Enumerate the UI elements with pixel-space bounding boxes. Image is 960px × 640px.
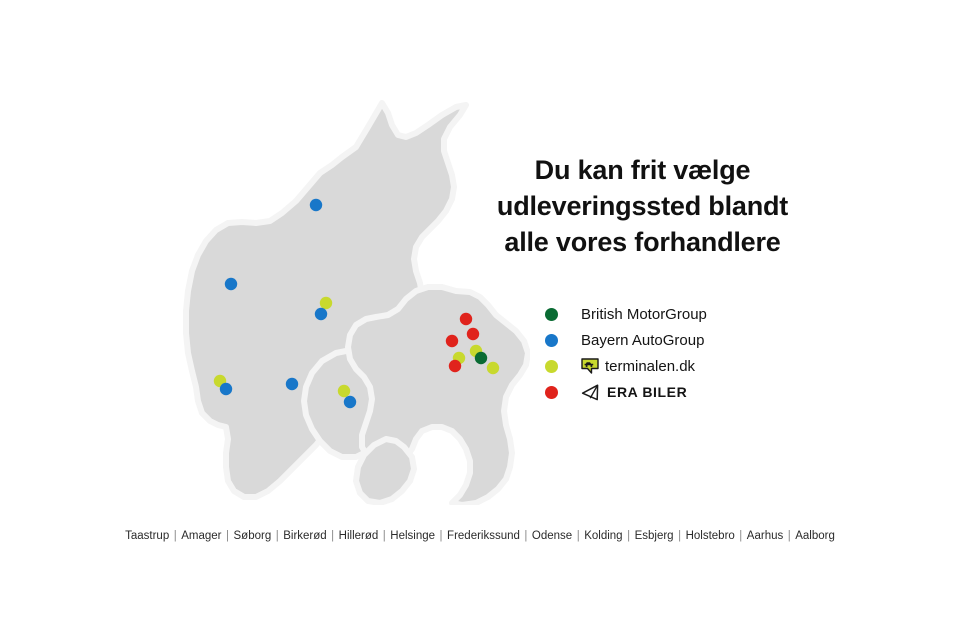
- city-separator: |: [627, 530, 631, 542]
- headline-line-2: udleveringssted blandt: [496, 191, 789, 221]
- city-separator: |: [382, 530, 386, 542]
- map-marker-taastrup[interactable]: [448, 359, 462, 373]
- legend-dot-green: [545, 307, 558, 321]
- city-separator: |: [439, 530, 443, 542]
- map-marker-aarhus[interactable]: [314, 307, 328, 321]
- headline-line-3: alle vores forhandlere: [504, 227, 781, 257]
- city-item-holstebro: Holstebro: [685, 530, 735, 542]
- map-marker-holstebro[interactable]: [224, 277, 238, 291]
- legend-item-terminalen[interactable]: terminalen.dk: [545, 353, 805, 379]
- city-separator: |: [524, 530, 528, 542]
- legend-dot-red: [545, 385, 558, 399]
- city-separator: |: [173, 530, 177, 542]
- legend-item-bayern-autogroup[interactable]: Bayern AutoGroup: [545, 327, 805, 353]
- city-item-amager: Amager: [181, 530, 222, 542]
- map-marker-aarhus[interactable]: [319, 296, 333, 310]
- terminalen-van-icon: [581, 358, 599, 374]
- region-lolland-falster: [353, 436, 417, 505]
- map-marker-esbjerg[interactable]: [219, 382, 233, 396]
- legend: British MotorGroup Bayern AutoGroup term…: [545, 301, 805, 405]
- denmark-map: [170, 95, 530, 505]
- map-marker-odense[interactable]: [343, 395, 357, 409]
- era-biler-brand: ERA BILER: [581, 383, 688, 401]
- city-list: Taastrup | Amager | Søborg | Birkerød | Hillerød…: [0, 529, 960, 544]
- legend-item-era-biler[interactable]: ERA BILER: [545, 379, 805, 405]
- legend-item-british-motorgroup[interactable]: British MotorGroup: [545, 301, 805, 327]
- legend-label-era-biler: ERA BILER: [607, 384, 688, 400]
- legend-label-terminalen: terminalen.dk: [605, 357, 696, 375]
- city-separator: |: [275, 530, 279, 542]
- city-item-hiller-d: Hillerød: [338, 530, 379, 542]
- terminalen-brand: terminalen.dk: [581, 357, 695, 375]
- map-marker-layer: [213, 198, 500, 409]
- city-item-birker-d: Birkerød: [283, 530, 327, 542]
- map-marker-kolding[interactable]: [285, 377, 299, 391]
- city-item-s-borg: Søborg: [233, 530, 272, 542]
- map-marker-helsinge[interactable]: [459, 312, 473, 326]
- city-separator: |: [576, 530, 580, 542]
- city-separator: |: [331, 530, 335, 542]
- map-marker-frederikssund[interactable]: [445, 334, 459, 348]
- map-marker-odense[interactable]: [337, 384, 351, 398]
- city-item-taastrup: Taastrup: [125, 530, 170, 542]
- city-item-esbjerg: Esbjerg: [634, 530, 674, 542]
- headline-line-1: Du kan frit vælge: [534, 155, 751, 185]
- city-item-frederikssund: Frederikssund: [447, 530, 520, 542]
- city-item-odense: Odense: [531, 530, 573, 542]
- map-marker-hiller-d[interactable]: [466, 327, 480, 341]
- city-item-helsinge: Helsinge: [390, 530, 436, 542]
- city-item-aalborg: Aalborg: [795, 530, 835, 542]
- legend-dot-blue: [545, 333, 558, 347]
- map-marker-amager[interactable]: [486, 361, 500, 375]
- denmark-map-svg: [183, 100, 530, 505]
- legend-dot-yellow-green: [545, 359, 558, 373]
- map-marker-amager[interactable]: [474, 351, 488, 365]
- legend-label-bayern-autogroup: Bayern AutoGroup: [581, 331, 705, 349]
- city-separator: |: [787, 530, 791, 542]
- era-triangle-icon: [581, 383, 599, 400]
- city-separator: |: [226, 530, 229, 542]
- city-item-kolding: Kolding: [584, 530, 623, 542]
- map-marker-aalborg[interactable]: [309, 198, 323, 212]
- legend-label-british-motorgroup: British MotorGroup: [581, 305, 707, 323]
- page-title: Du kan frit vælge udleveringssted blandt…: [470, 152, 815, 260]
- city-item-aarhus: Aarhus: [746, 530, 784, 542]
- city-separator: |: [739, 530, 743, 542]
- city-separator: |: [678, 530, 682, 542]
